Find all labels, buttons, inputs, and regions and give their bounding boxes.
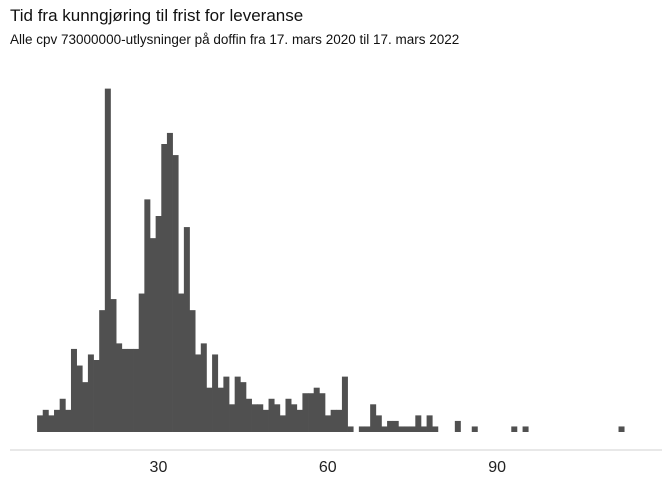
histogram-bar-50 — [268, 398, 275, 432]
histogram-bar-51 — [274, 404, 281, 432]
histogram-bar-74 — [404, 426, 411, 432]
histogram-bar-13 — [59, 398, 66, 432]
histogram-bar-77 — [420, 426, 427, 432]
histogram-bar-79 — [432, 426, 439, 432]
histogram-bar-56 — [302, 393, 309, 432]
histogram-bar-58 — [313, 387, 320, 432]
histogram-bar-34 — [178, 293, 185, 432]
histogram-bar-64 — [347, 426, 354, 432]
x-tick-label-60: 60 — [319, 459, 337, 476]
histogram-bar-25 — [127, 348, 134, 432]
histogram-bar-43 — [229, 404, 236, 432]
histogram-bar-33 — [172, 155, 179, 432]
histogram-bar-71 — [387, 420, 394, 432]
histogram-bar-49 — [262, 409, 269, 432]
histogram-bar-48 — [257, 404, 264, 432]
histogram-bar-23 — [116, 343, 123, 432]
histogram-bar-28 — [144, 199, 151, 432]
x-tick-label-90: 90 — [488, 459, 506, 476]
histogram-bar-70 — [381, 426, 388, 432]
histogram-bar-47 — [251, 404, 258, 432]
histogram-bar-73 — [398, 426, 405, 432]
histogram-bar-62 — [336, 409, 343, 432]
histogram-bar-27 — [138, 293, 145, 432]
histogram-bar-20 — [99, 310, 106, 432]
histogram-bar-15 — [70, 348, 77, 432]
histogram-bar-44 — [234, 376, 241, 432]
histogram-bar-14 — [65, 409, 72, 432]
histogram-bar-26 — [133, 348, 140, 432]
histogram-bar-76 — [415, 415, 422, 432]
histogram-bar-18 — [87, 354, 94, 432]
histogram-bar-29 — [150, 238, 156, 432]
histogram-bar-24 — [121, 348, 128, 432]
histogram-bar-37 — [195, 354, 202, 432]
histogram-bar-83 — [454, 420, 461, 432]
histogram-bar-39 — [206, 387, 213, 432]
histogram-bar-53 — [285, 398, 292, 432]
histogram-bar-61 — [330, 409, 337, 432]
histogram-bar-9 — [37, 415, 44, 432]
histogram-bar-75 — [409, 426, 416, 432]
x-axis-ticks: 30 60 90 — [150, 459, 507, 476]
histogram-bar-38 — [200, 343, 207, 432]
histogram-bar-112 — [618, 426, 625, 432]
histogram-bar-32 — [166, 132, 173, 433]
histogram-bar-57 — [308, 393, 315, 432]
histogram-bar-31 — [161, 144, 168, 432]
histogram-bar-16 — [76, 365, 83, 432]
histogram-bar-45 — [240, 382, 247, 432]
histogram-bar-22 — [110, 299, 117, 432]
histogram-bar-60 — [324, 415, 331, 432]
histogram-bar-41 — [217, 387, 224, 432]
histogram-bar-95 — [522, 426, 529, 432]
chart-subtitle: Alle cpv 73000000-utlysninger på doffin … — [10, 32, 460, 47]
histogram-bar-12 — [54, 409, 61, 432]
histogram-bar-67 — [364, 426, 371, 432]
histogram-bar-11 — [48, 415, 55, 432]
histogram-bar-42 — [223, 376, 230, 432]
x-tick-label-30: 30 — [150, 459, 168, 476]
histogram-bar-10 — [42, 409, 49, 432]
histogram-bar-59 — [319, 393, 326, 432]
histogram-bar-68 — [370, 404, 377, 432]
histogram-bar-30 — [155, 216, 162, 432]
histogram-bar-21 — [104, 88, 111, 433]
histogram-bar-54 — [291, 404, 298, 432]
histogram-bar-72 — [392, 420, 399, 432]
histogram-bar-35 — [183, 227, 190, 432]
histogram-bar-52 — [279, 415, 286, 432]
histogram-bar-69 — [375, 415, 382, 432]
histogram-bar-63 — [341, 376, 348, 432]
chart-title: Tid fra kunngjøring til frist for levera… — [10, 6, 304, 25]
histogram-bar-46 — [245, 398, 252, 432]
histogram-bars — [37, 88, 625, 433]
histogram-bar-36 — [189, 310, 196, 432]
histogram-bar-86 — [471, 426, 478, 432]
histogram-bar-19 — [93, 360, 100, 432]
histogram-bar-78 — [426, 415, 433, 432]
histogram-bar-55 — [296, 409, 303, 432]
histogram-bar-40 — [212, 354, 219, 432]
histogram-bar-93 — [511, 426, 518, 432]
histogram-bar-66 — [358, 426, 365, 432]
histogram-bar-17 — [82, 382, 89, 432]
